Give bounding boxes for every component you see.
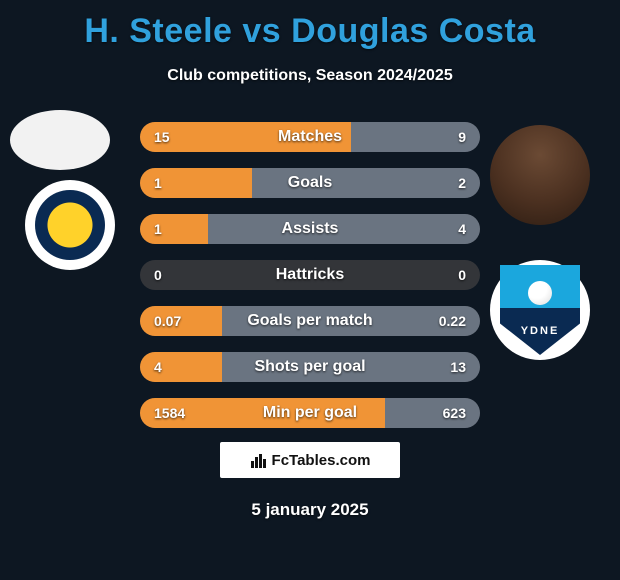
club-right-text: YDNE [521, 325, 560, 337]
bars-icon [250, 451, 268, 469]
stats-area: 159Matches 12Goals 14Assists 00Hattricks 0.0… [140, 122, 480, 444]
stat-row: 1584623Min per goal [140, 398, 480, 428]
comparison-subtitle: Club competitions, Season 2024/2025 [0, 67, 620, 85]
stat-row: 413Shots per goal [140, 352, 480, 382]
stat-row: 0.070.22Goals per match [140, 306, 480, 336]
stat-label: Matches [140, 128, 480, 146]
club-badge-left [25, 180, 115, 270]
stat-row: 00Hattricks [140, 260, 480, 290]
club-badge-right: YDNE [490, 260, 590, 360]
stat-label: Shots per goal [140, 358, 480, 376]
branding-label: FcTables.com [272, 452, 371, 469]
stat-label: Min per goal [140, 404, 480, 422]
comparison-title: H. Steele vs Douglas Costa [0, 0, 620, 51]
stat-label: Assists [140, 220, 480, 238]
comparison-date: 5 january 2025 [0, 500, 620, 520]
stat-label: Hattricks [140, 266, 480, 284]
club-badge-left-inner [35, 190, 105, 260]
stat-row: 159Matches [140, 122, 480, 152]
stat-row: 12Goals [140, 168, 480, 198]
stat-row: 14Assists [140, 214, 480, 244]
player-avatar-right [490, 125, 590, 225]
branding-badge: FcTables.com [220, 442, 400, 478]
club-badge-right-inner: YDNE [500, 265, 580, 355]
ball-icon [528, 281, 552, 305]
player-avatar-left [10, 110, 110, 170]
stat-label: Goals [140, 174, 480, 192]
stat-label: Goals per match [140, 312, 480, 330]
